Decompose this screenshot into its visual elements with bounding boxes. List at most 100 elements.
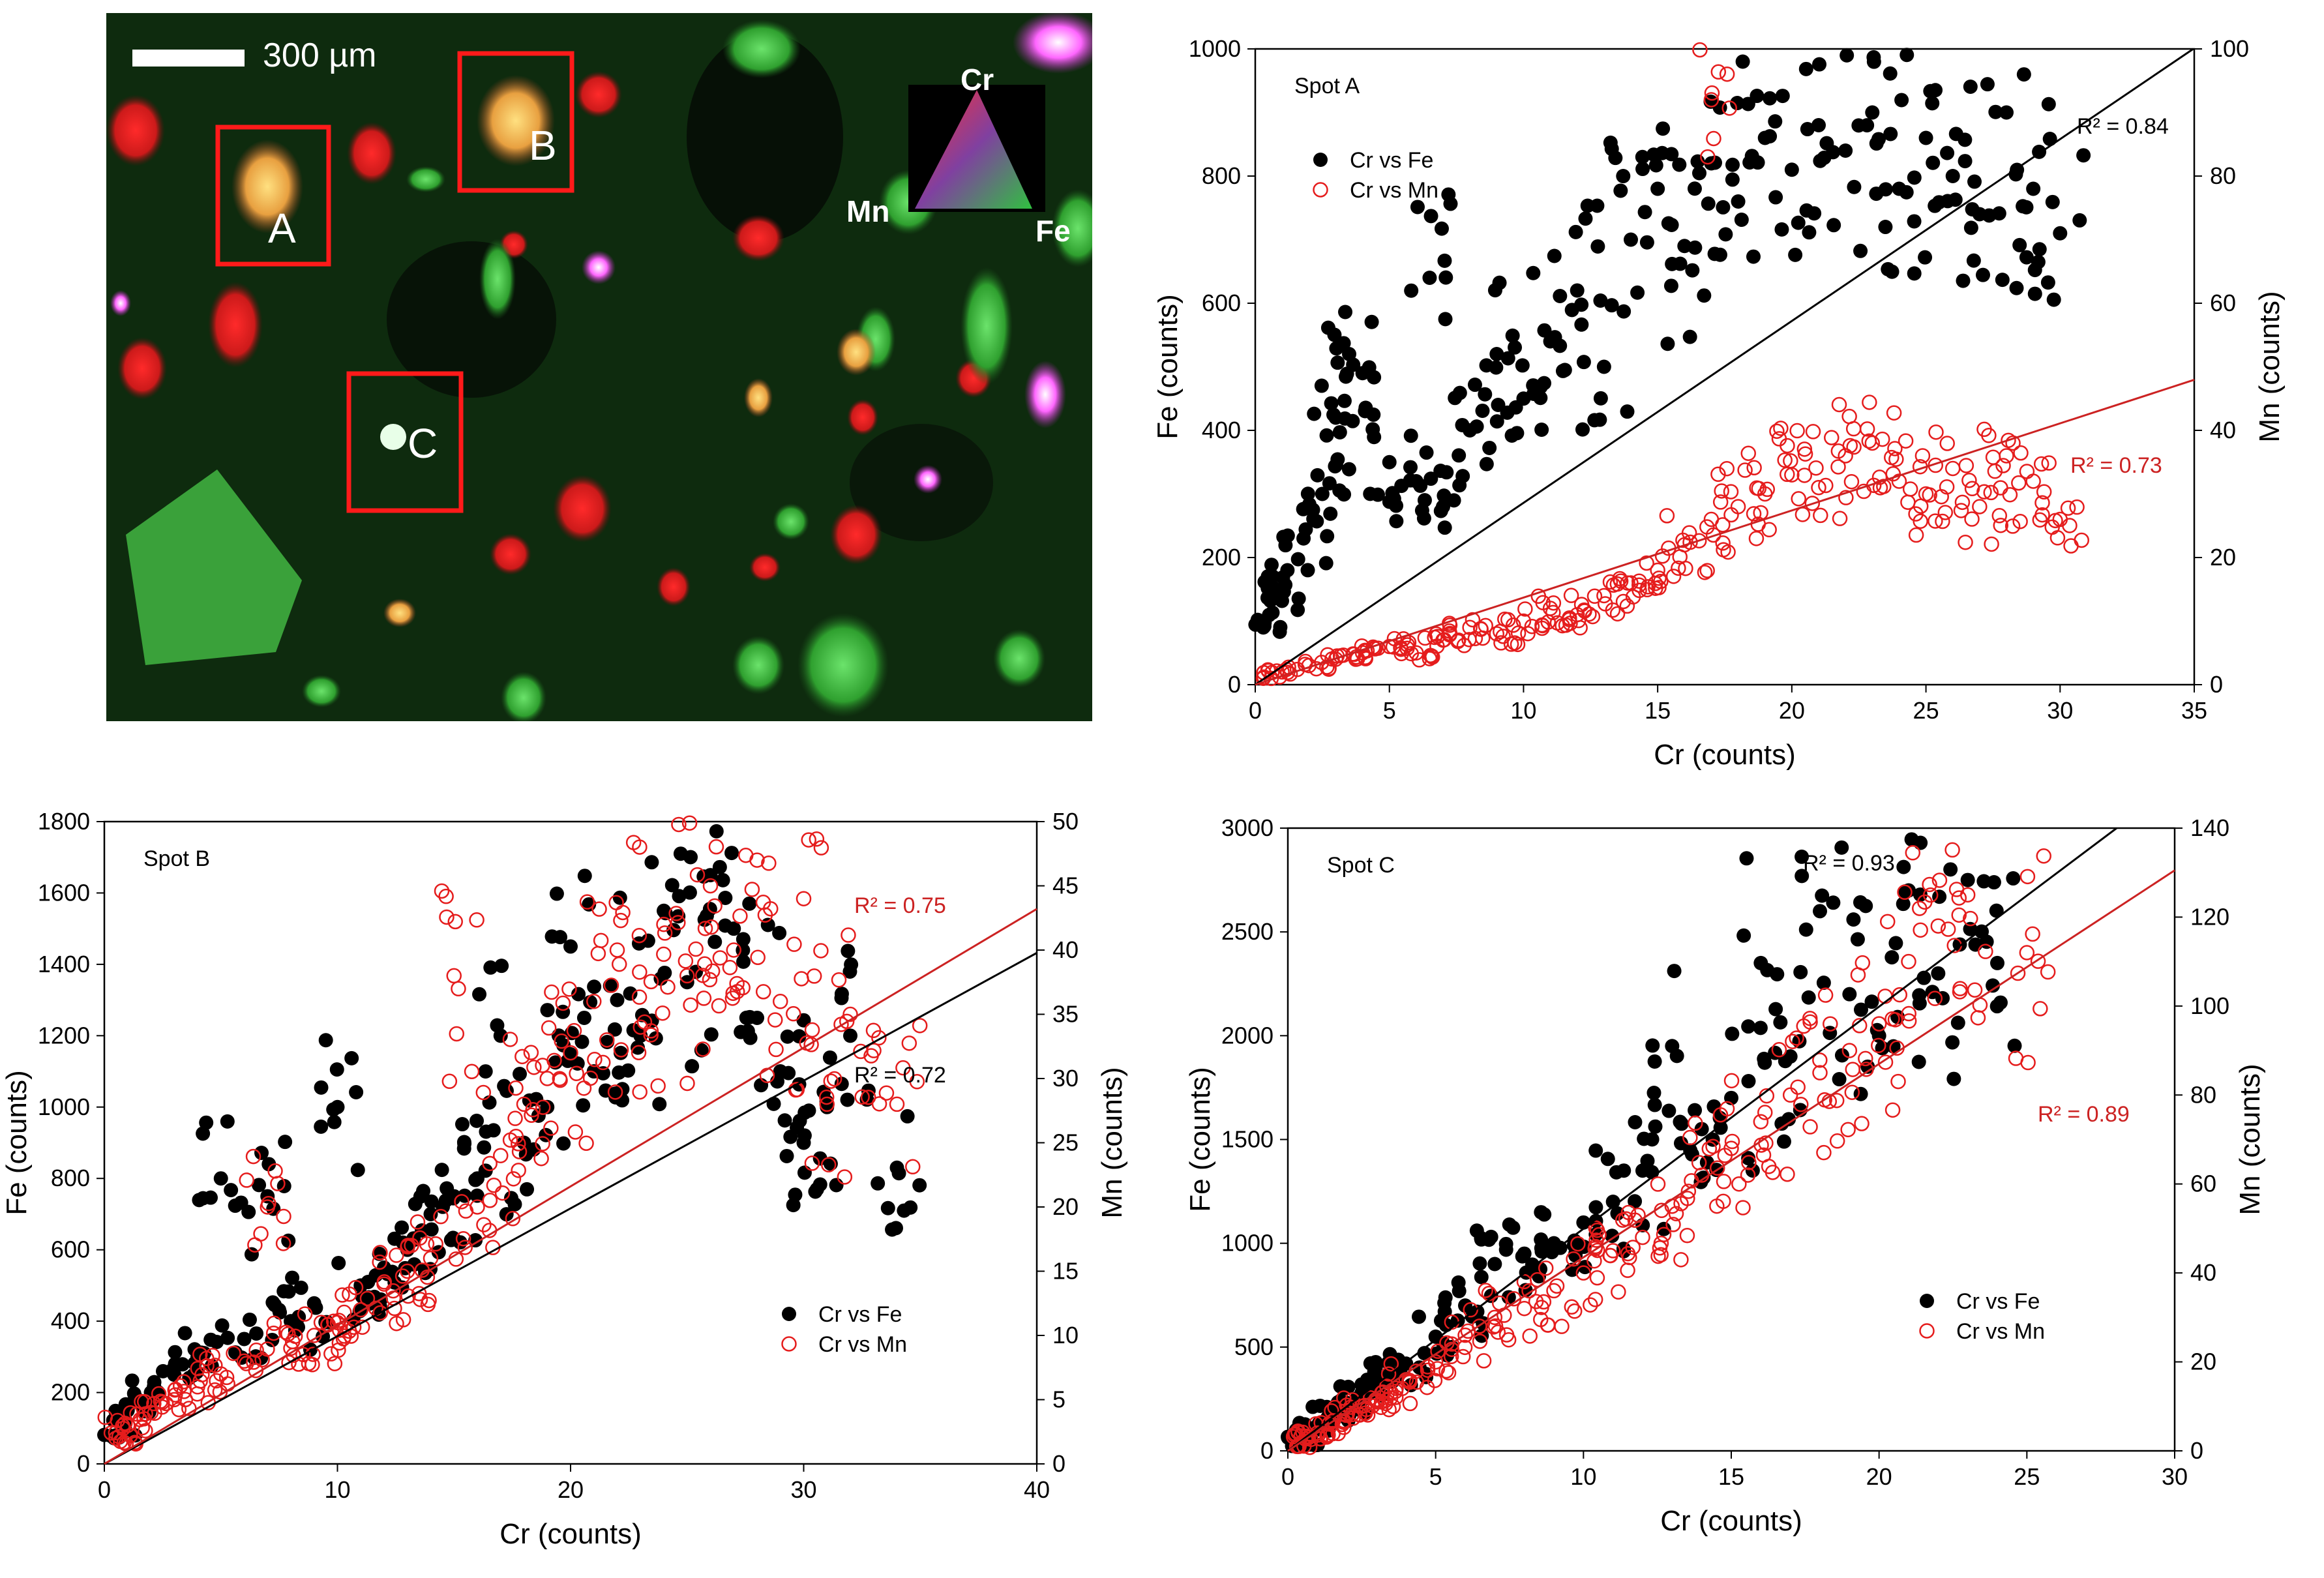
fe-point <box>683 850 698 865</box>
mn-point <box>1705 1139 1721 1154</box>
fe-point <box>1389 514 1404 529</box>
mn-point <box>507 1110 523 1126</box>
fe-point <box>1413 478 1428 493</box>
fe-point <box>1290 552 1305 567</box>
mn-point <box>1842 438 1858 454</box>
mn-point <box>153 1393 169 1409</box>
fe-point <box>553 930 568 945</box>
fe-point <box>168 1345 183 1360</box>
mn-point <box>1970 1010 1986 1026</box>
fe-point <box>658 906 673 921</box>
fe-point <box>1570 283 1585 298</box>
mn-point <box>1440 1365 1457 1380</box>
fe-point <box>1912 988 1927 1003</box>
mn-point <box>1939 436 1955 451</box>
mn-point <box>569 1065 584 1082</box>
mn-point <box>1442 625 1458 642</box>
mn-point <box>860 1090 876 1105</box>
fe-point <box>1826 895 1841 910</box>
mn-point <box>433 1208 449 1225</box>
y2-tick-label: 0 <box>2190 1437 2203 1464</box>
mn-point <box>1572 620 1588 636</box>
fe-point <box>1315 486 1330 501</box>
x-tick-label: 10 <box>1510 697 1536 724</box>
fe-point <box>1913 835 1928 850</box>
fe-point <box>900 1109 915 1124</box>
mn-point <box>1555 618 1570 634</box>
mn-point <box>1831 396 1847 413</box>
fe-point <box>1811 118 1826 132</box>
fe-point <box>1366 407 1381 422</box>
fe-point <box>1853 243 1868 258</box>
fe-point <box>1248 617 1263 632</box>
mn-point <box>253 1226 269 1242</box>
fe-point <box>1663 278 1678 293</box>
fe-point <box>177 1326 192 1341</box>
mn-point <box>1587 1292 1603 1307</box>
fe-point <box>308 1300 323 1315</box>
fe-point <box>1474 1270 1489 1285</box>
mn-point <box>511 1163 526 1178</box>
fe-point <box>779 1148 794 1163</box>
fe-point <box>682 885 697 900</box>
mn-point <box>761 856 777 871</box>
mn-point <box>878 1085 895 1101</box>
mn-point <box>708 839 724 855</box>
mn-point <box>1692 42 1708 58</box>
y-tick-label: 1000 <box>38 1094 90 1120</box>
x-axis-title: Cr (counts) <box>1654 739 1796 771</box>
mn-point <box>1930 918 1946 934</box>
mn-point <box>732 908 748 924</box>
legend-mn-label: Cr vs Mn <box>1350 178 1438 203</box>
mn-point <box>1797 446 1813 462</box>
mn-point <box>167 1382 183 1398</box>
mn-point <box>535 1136 550 1152</box>
mn-point <box>1489 626 1505 642</box>
mn-point <box>1319 659 1335 675</box>
fe-point <box>285 1270 300 1285</box>
fe-point <box>1307 406 1322 421</box>
mn-series <box>1285 842 2056 1455</box>
y-tick-label: 600 <box>51 1236 90 1263</box>
mn-point <box>147 1405 162 1422</box>
mn-point <box>1746 506 1762 522</box>
mn-point <box>796 891 812 906</box>
mn-point <box>1901 1013 1917 1029</box>
y2-tick-label: 120 <box>2190 903 2229 930</box>
mn-point <box>1850 967 1866 983</box>
mn-point <box>1892 987 1907 1003</box>
mn-point <box>1678 560 1693 576</box>
mn-point <box>469 912 484 928</box>
mn-point <box>205 1348 220 1363</box>
mn-point <box>750 949 766 966</box>
fe-point <box>1656 121 1671 136</box>
fe-point <box>623 986 638 1001</box>
fe-r2-label: R² = 0.93 <box>1803 851 1895 876</box>
mn-point <box>151 1386 167 1402</box>
fe-point <box>1911 1054 1926 1069</box>
fe-point <box>1333 1379 1348 1394</box>
fe-point <box>736 932 751 947</box>
y2-tick-label: 20 <box>2210 544 2236 571</box>
mn-point <box>123 1405 138 1421</box>
fe-point <box>1628 1115 1643 1130</box>
fe-point <box>1940 194 1955 209</box>
y2-tick-label: 5 <box>1052 1386 1065 1413</box>
mn-point <box>1928 424 1944 440</box>
fe-point <box>1469 419 1484 434</box>
fe-point <box>483 960 498 975</box>
x-tick-label: 25 <box>1913 697 1939 724</box>
fe-point <box>318 1033 333 1048</box>
y-tick-label: 1200 <box>38 1022 90 1049</box>
mn-point <box>668 906 684 921</box>
mn-point <box>1952 981 1968 996</box>
fe-point <box>1768 1002 1783 1017</box>
mn-point <box>1777 452 1793 468</box>
fe-point <box>1815 888 1830 903</box>
mn-point <box>1802 1119 1818 1135</box>
mn-point <box>313 1315 329 1330</box>
fe-point <box>1260 569 1275 584</box>
fe-point <box>1605 1195 1620 1209</box>
mn-point <box>2004 518 2021 534</box>
mn-point <box>632 1084 648 1100</box>
